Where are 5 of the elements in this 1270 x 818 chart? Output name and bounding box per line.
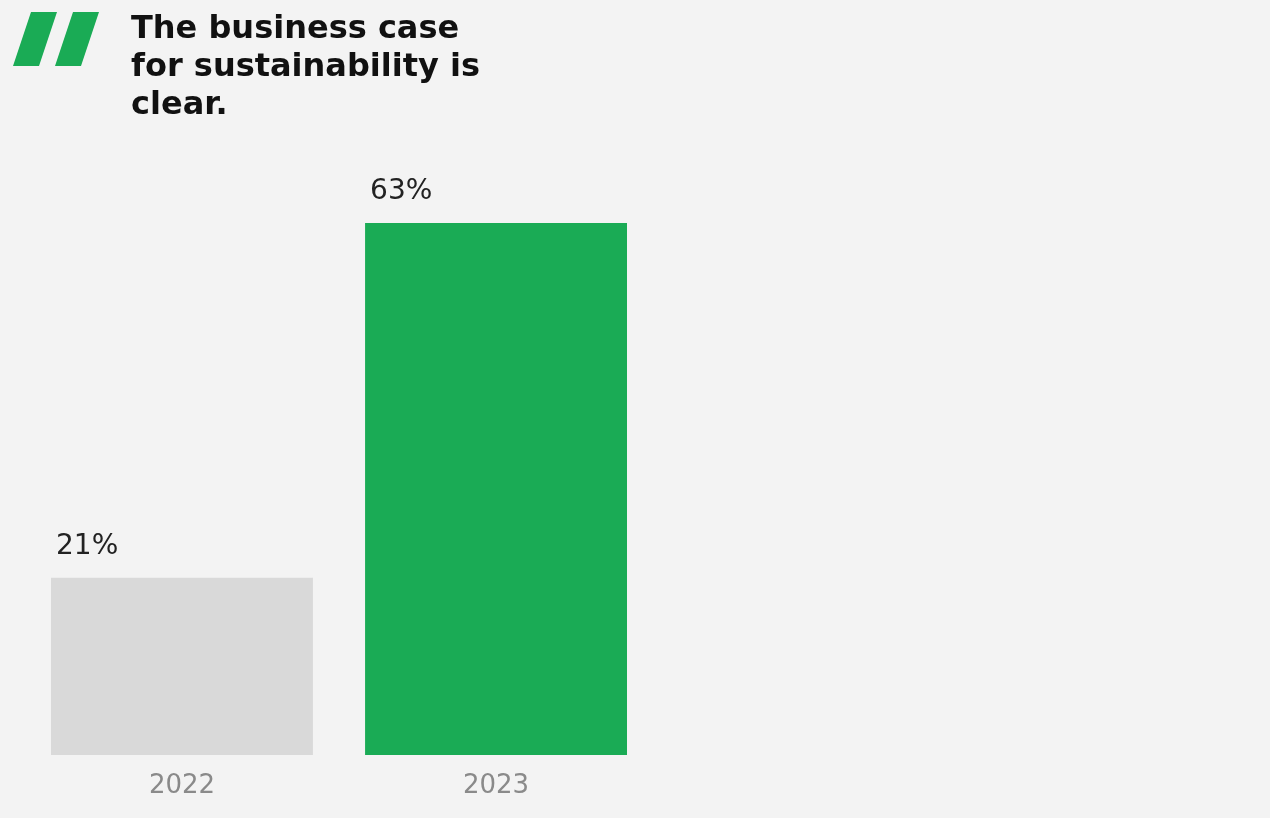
x-tick-label: 2023 xyxy=(462,768,530,799)
data-label: 21% xyxy=(56,527,119,561)
x-tick-label: 2022 xyxy=(148,768,216,799)
chart-title: The business case for sustainability is clear. xyxy=(131,8,481,122)
data-label: 63% xyxy=(370,173,433,206)
